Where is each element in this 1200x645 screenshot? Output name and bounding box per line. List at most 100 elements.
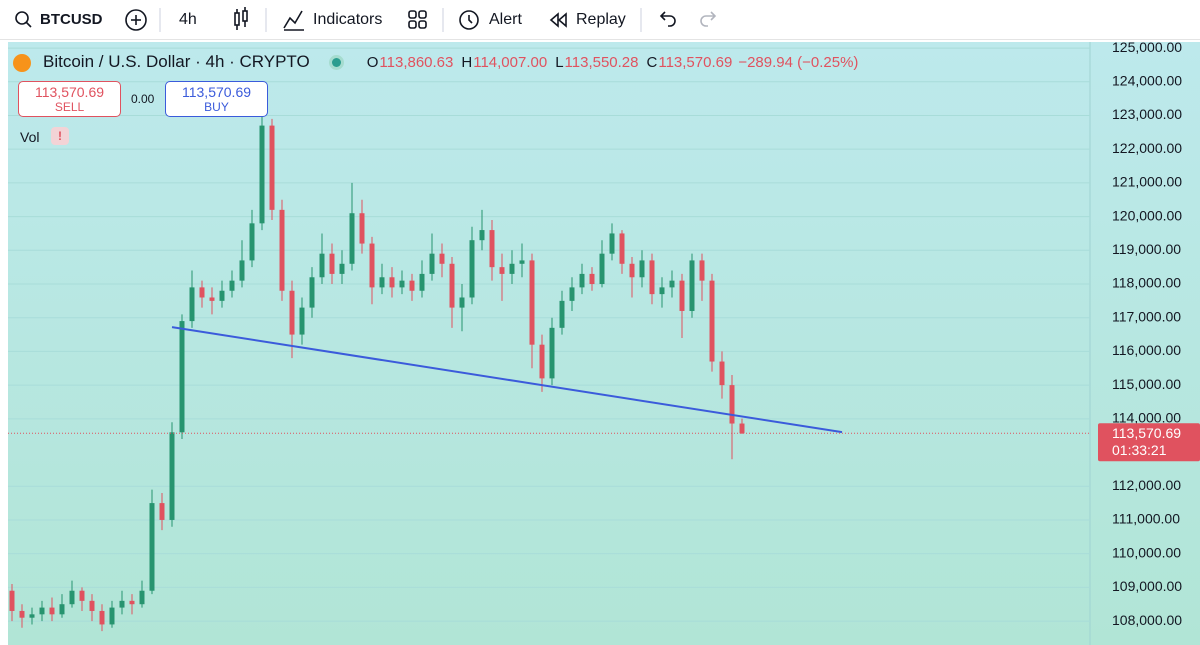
y-tick-label: 118,000.00 (1112, 275, 1181, 291)
candle-body (419, 273, 425, 291)
candle-body (719, 361, 725, 386)
candle-body (459, 297, 465, 308)
candle-body (529, 260, 535, 345)
y-tick-label: 125,000.00 (1112, 39, 1182, 55)
candle-body (89, 600, 95, 611)
candle-body (299, 307, 305, 335)
candle-body (729, 385, 735, 424)
candle-body (309, 277, 315, 308)
candle-body (169, 432, 175, 520)
candle-body (399, 280, 405, 288)
candle-body (269, 125, 275, 210)
candle-body (289, 290, 295, 335)
buy-label: BUY (204, 100, 229, 114)
undo-icon[interactable] (659, 11, 676, 27)
candle-body (739, 423, 745, 434)
alert-icon[interactable] (459, 10, 479, 30)
y-tick-label: 120,000.00 (1112, 207, 1182, 223)
candle-body (249, 223, 255, 261)
candle-body (199, 287, 205, 298)
add-symbol-icon[interactable] (125, 9, 147, 31)
ohlc-key: H (461, 53, 473, 71)
candle-body (219, 290, 225, 301)
candle-body (669, 280, 675, 288)
candle-body (409, 280, 415, 291)
candle-body (349, 213, 355, 264)
alert-button[interactable]: Alert (489, 11, 522, 28)
ohlc-key: O (366, 53, 379, 71)
sell-button[interactable]: 113,570.69 SELL (18, 81, 121, 117)
chart-type-icon[interactable] (234, 7, 248, 30)
y-tick-label: 124,000.00 (1112, 72, 1182, 88)
toolbar: BTCUSD 4h Indicators Alert Replay (0, 0, 1200, 40)
market-status (331, 57, 341, 67)
y-tick-label: 115,000.00 (1112, 376, 1181, 392)
candle-body (689, 260, 695, 311)
candle-body (659, 287, 665, 295)
last-price-label: 113,570.69 (1112, 425, 1181, 441)
candle-body (389, 277, 395, 288)
candle-body (449, 263, 455, 308)
symbol[interactable]: BTCUSD (40, 11, 103, 28)
ohlc-key: C (646, 53, 658, 71)
y-tick-label: 122,000.00 (1112, 140, 1182, 156)
candle-body (39, 607, 45, 615)
indicators-icon[interactable] (283, 10, 303, 29)
candle-body (579, 273, 585, 288)
candle-body (569, 287, 575, 301)
candle-body (469, 240, 475, 298)
candle-body (509, 263, 515, 274)
candle-body (139, 590, 145, 605)
candle-body (379, 277, 385, 288)
layout-icon[interactable] (408, 10, 427, 29)
y-tick-label: 117,000.00 (1112, 308, 1181, 324)
y-tick-label: 111,000.00 (1112, 511, 1180, 527)
toolbar-icons (15, 7, 717, 32)
ohlc-key: L (555, 53, 564, 71)
candle-body (159, 503, 165, 520)
legend: Bitcoin / U.S. Dollar · 4h · CRYPTO O 113… (43, 52, 858, 72)
buy-price: 113,570.69 (181, 84, 252, 100)
chart-title: Bitcoin / U.S. Dollar · 4h · CRYPTO (43, 52, 310, 71)
last-price-box (1098, 423, 1200, 462)
candle-body (69, 590, 75, 605)
candle-body (319, 253, 325, 278)
candle-body (519, 260, 525, 264)
buy-button[interactable]: 113,570.69 BUY (165, 81, 268, 117)
candle-body (359, 213, 365, 244)
candle-body (549, 327, 555, 379)
candle-body (279, 209, 285, 291)
volume-warning[interactable]: ! (51, 127, 69, 145)
sell-price: 113,570.69 (34, 84, 105, 100)
candle-body (369, 243, 375, 288)
redo-icon (700, 11, 717, 27)
candle-body (9, 590, 15, 611)
ohlc-value: 113,550.28 (564, 53, 639, 71)
candle-body (329, 253, 335, 274)
ohlc-value: 113,860.63 (379, 53, 454, 71)
candle-body (189, 287, 195, 322)
candle-body (609, 233, 615, 254)
candle-body (259, 125, 265, 224)
interval[interactable]: 4h (179, 11, 197, 28)
y-tick-label: 121,000.00 (1112, 174, 1182, 190)
candle-body (479, 230, 485, 241)
trend-line (171, 326, 843, 434)
candle-body (239, 260, 245, 281)
indicators-button[interactable]: Indicators (313, 11, 383, 28)
candle-body (339, 263, 345, 274)
candle-body (429, 253, 435, 274)
candle-body (699, 260, 705, 281)
sell-label: SELL (54, 100, 85, 114)
ohlc-value: 114,007.00 (473, 53, 548, 71)
candle-body (59, 604, 65, 615)
y-tick-label: 108,000.00 (1112, 612, 1182, 628)
replay-button[interactable]: Replay (576, 11, 626, 28)
candle-body (49, 607, 55, 615)
search-icon[interactable] (15, 11, 29, 25)
y-tick-label: 114,000.00 (1112, 410, 1181, 426)
y-tick-label: 119,000.00 (1112, 241, 1181, 257)
replay-icon[interactable] (549, 12, 567, 28)
candle-body (629, 263, 635, 278)
candle-body (489, 230, 495, 268)
